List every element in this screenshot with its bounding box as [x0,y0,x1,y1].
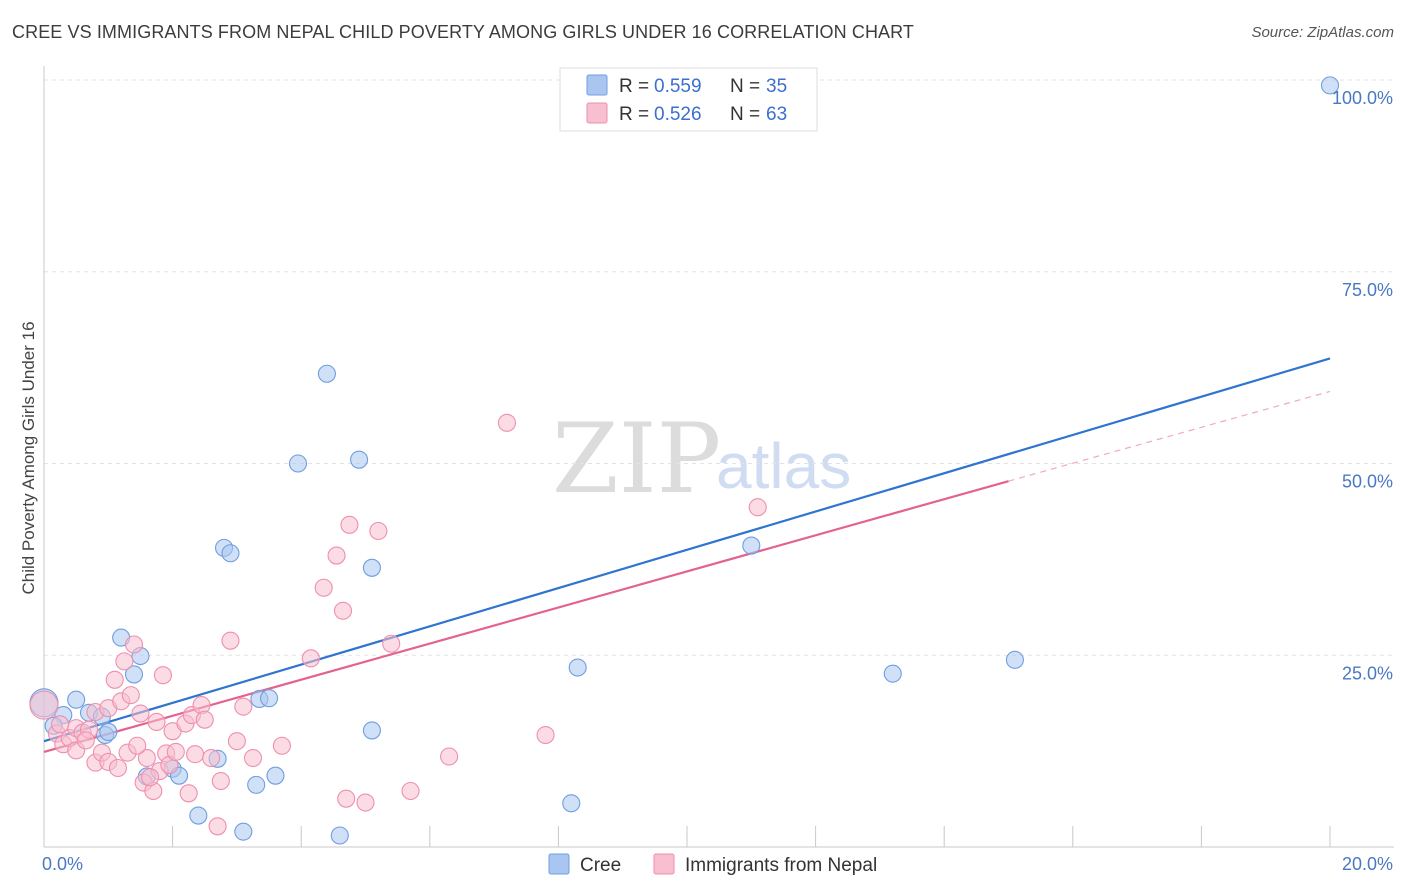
point-nepal [195,710,214,729]
point-nepal [121,686,140,705]
x-tick-label-0: 0.0% [42,854,83,874]
legend-n-value-nepal: 63 [766,104,787,125]
trend-line-extension-nepal [1008,390,1331,482]
point-nepal [211,771,230,791]
point-nepal [536,725,555,745]
point-cree [362,721,381,740]
legend-r-value-nepal: 0.526 [654,104,702,125]
point-cree [221,544,240,563]
point-nepal [124,635,144,654]
watermark-zip: ZIP [552,403,721,515]
point-nepal [337,789,356,808]
point-nepal [748,498,767,517]
y-tick-label-75: 75.0% [1342,280,1393,300]
data-points [29,76,1340,845]
point-cree [883,664,902,683]
point-nepal [272,736,291,755]
point-nepal [153,666,173,685]
point-nepal [166,742,185,761]
point-cree [288,454,308,473]
point-nepal [382,634,401,653]
legend-swatch-cree [586,74,608,96]
legend-bottom-swatch-cree [548,853,570,875]
point-nepal [401,781,420,801]
legend-top: R = 0.559 N = 35 R = 0.526 N = 63 [559,67,818,132]
legend-bottom-swatch-nepal [653,853,675,875]
point-nepal [115,652,134,671]
legend-r-value-cree: 0.559 [654,76,702,97]
point-nepal [179,784,198,803]
point-nepal [208,817,227,836]
watermark-atlas: atlas [716,430,851,502]
point-nepal [186,745,205,764]
point-nepal [76,731,95,750]
tick-labels: 25.0% 50.0% 75.0% 100.0% 0.0% 20.0% [42,88,1393,874]
y-axis-title: Child Poverty Among Girls Under 16 [19,321,38,594]
point-cree [317,364,336,383]
chart-title: CREE VS IMMIGRANTS FROM NEPAL CHILD POVE… [12,22,915,42]
y-tick-label-50: 50.0% [1342,472,1393,492]
point-cree [124,665,144,684]
point-nepal [340,515,359,534]
point-cree [568,658,587,677]
point-nepal [147,712,166,732]
point-cree [1320,76,1340,95]
point-nepal [51,715,70,734]
point-nepal [314,578,333,597]
point-cree [67,690,86,709]
point-nepal [108,758,127,778]
point-cree [742,536,761,555]
y-tick-label-25: 25.0% [1342,663,1393,683]
point-cree [259,689,279,708]
legend-n-label-cree: N = [730,76,760,97]
point-nepal [333,601,353,620]
point-cree [247,775,266,794]
legend-bottom-label-cree: Cree [580,855,621,876]
source-label: Source: ZipAtlas.com [1251,24,1394,41]
point-nepal [301,649,320,668]
point-nepal [131,704,150,723]
point-nepal [105,670,124,689]
point-nepal [202,748,221,768]
point-cree [266,766,285,785]
point-nepal [141,768,160,787]
point-cree [330,826,349,845]
point-nepal [369,521,388,541]
point-nepal [497,413,517,432]
legend-r-label-nepal: R = [619,104,649,125]
point-cree [189,806,208,825]
point-cree [362,558,381,577]
point-cree [1005,650,1024,669]
point-nepal [137,748,156,768]
point-nepal [128,736,147,755]
point-cree [234,822,253,841]
point-nepal [327,546,346,565]
point-cree [350,450,369,469]
legend-swatch-nepal [586,102,608,124]
point-nepal [29,690,59,720]
legend-bottom-label-nepal: Immigrants from Nepal [685,855,877,876]
point-nepal [243,748,263,768]
point-nepal [234,697,253,716]
point-cree [99,722,118,742]
trend-line-cree [43,357,1331,743]
point-cree [562,794,581,813]
legend-r-label-cree: R = [619,76,649,97]
gridlines [44,79,1394,656]
legend-n-label-nepal: N = [730,104,760,125]
point-nepal [440,747,459,766]
point-nepal [356,793,375,812]
legend-n-value-cree: 35 [766,76,787,97]
legend-bottom: Cree Immigrants from Nepal [548,853,877,876]
y-tick-label-100: 100.0% [1332,88,1393,108]
x-tick-label-20: 20.0% [1342,854,1393,874]
point-nepal [221,631,240,650]
point-nepal [227,732,246,751]
